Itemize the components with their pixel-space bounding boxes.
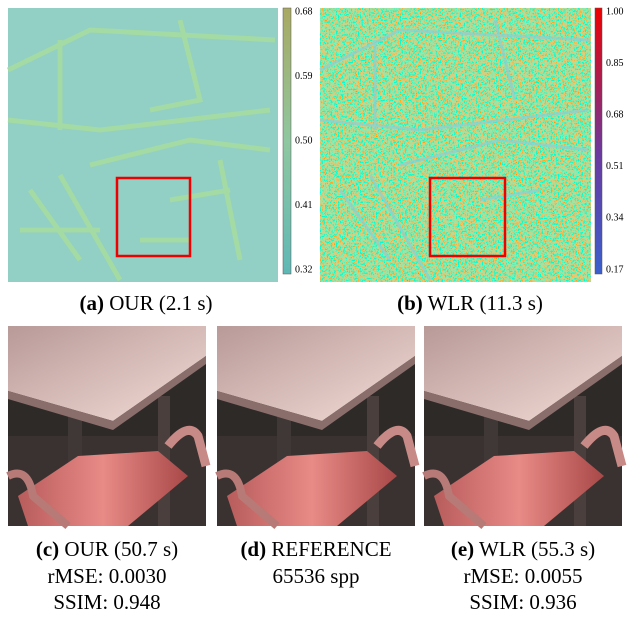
colorbar-tick-label: 0.41 [295, 200, 313, 211]
colorbar-tick-label: 0.50 [295, 135, 313, 146]
colorbar-tick-label: 0.17 [606, 264, 624, 275]
caption-line: 65536 spp [273, 564, 360, 588]
caption-text: WLR (55.3 s) [479, 537, 595, 561]
caption-label: (d) [240, 537, 266, 561]
caption: (e) WLR (55.3 s) [451, 537, 595, 561]
caption: (c) OUR (50.7 s) [36, 537, 178, 561]
colorbar-tick-label: 0.32 [295, 264, 313, 275]
colorbar [595, 8, 602, 274]
colorbar-tick-label: 0.51 [606, 161, 624, 172]
caption-line: SSIM: 0.936 [469, 590, 576, 614]
caption: (d) REFERENCE [240, 537, 391, 561]
caption-line: SSIM: 0.948 [53, 590, 160, 614]
heatmap-wlr [320, 8, 591, 282]
colorbar-tick-label: 0.85 [606, 58, 624, 69]
render-wlr [424, 326, 622, 526]
caption-text: REFERENCE [271, 537, 391, 561]
caption-text: OUR (50.7 s) [64, 537, 178, 561]
figure: 0.68 0.59 0.50 0.41 0.32 1.00 0.85 0.68 0.51 0.3… [0, 0, 632, 619]
colorbar-tick-label: 0.68 [295, 6, 313, 17]
colorbar-tick-label: 1.00 [606, 6, 624, 17]
page: 0.68 0.59 0.50 0.41 0.32 1.00 0.85 0.68 0.51 0.3… [0, 0, 632, 619]
render-ours [8, 326, 206, 526]
colorbar-tick-label: 0.68 [606, 109, 624, 120]
colorbar-ticks: 0.68 0.59 0.50 0.41 0.32 [295, 6, 313, 275]
colorbar-tick-label: 0.34 [606, 213, 624, 224]
render-reference [217, 326, 415, 526]
colorbar-tick-label: 0.59 [295, 71, 313, 82]
caption: (a) OUR (2.1 s) [80, 291, 213, 315]
caption: (b) WLR (11.3 s) [397, 291, 543, 315]
caption-line: rMSE: 0.0030 [47, 564, 166, 588]
heatmap-ours [8, 8, 278, 282]
caption-label: (c) [36, 537, 59, 561]
colorbar [283, 8, 291, 274]
caption-line: rMSE: 0.0055 [463, 564, 582, 588]
colorbar-ticks: 1.00 0.85 0.68 0.51 0.34 0.17 [606, 6, 624, 275]
caption-label: (e) [451, 537, 474, 561]
